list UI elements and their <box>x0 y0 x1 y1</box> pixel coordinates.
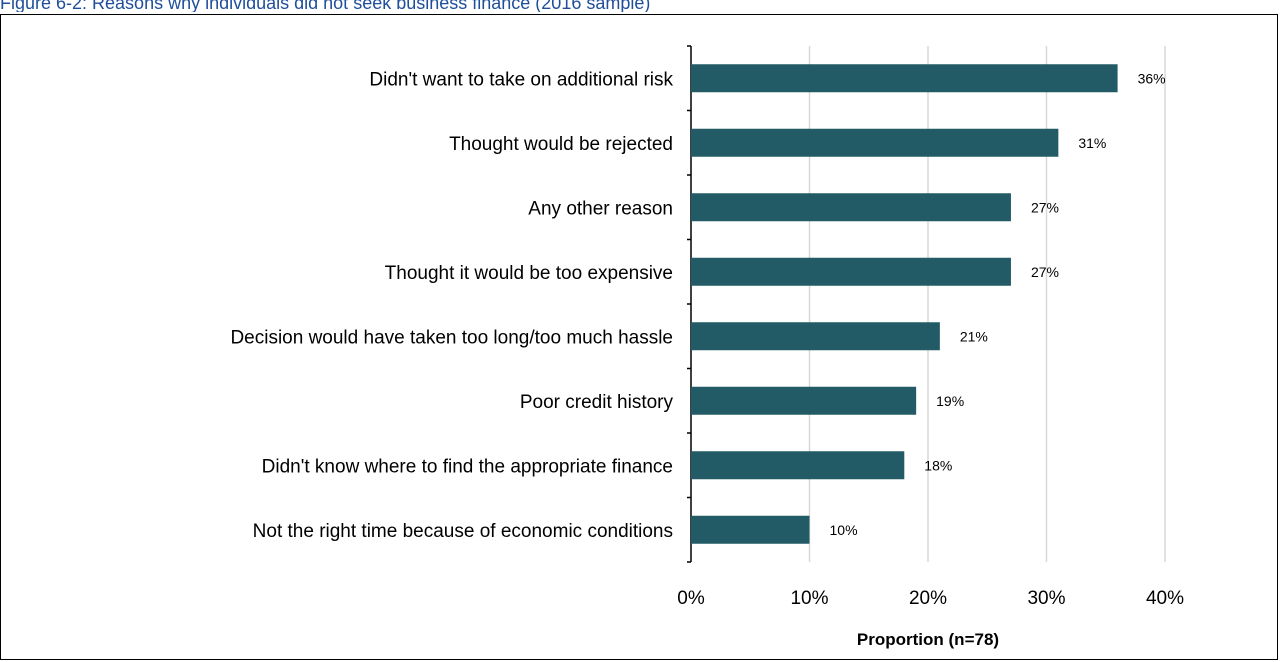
bar <box>691 193 1011 222</box>
figure-caption: Figure 6-2: Reasons why individuals did … <box>0 0 651 12</box>
category-label: Didn't want to take on additional risk <box>369 69 673 90</box>
category-label: Thought it would be too expensive <box>385 263 673 284</box>
bar <box>691 515 810 544</box>
bar <box>691 386 917 415</box>
bar <box>691 128 1059 157</box>
data-label: 27% <box>1031 199 1059 215</box>
chart-frame: 36% Didn't want to take on additional ris… <box>0 14 1278 660</box>
bar <box>691 64 1118 93</box>
x-tick-label: 10% <box>790 588 828 609</box>
category-label: Not the right time because of economic c… <box>253 521 673 542</box>
data-label: 10% <box>830 522 858 538</box>
bar-chart: 36% Didn't want to take on additional ris… <box>230 45 1184 649</box>
data-label: 19% <box>936 393 964 409</box>
x-tick-label: 40% <box>1146 588 1184 609</box>
data-label: 21% <box>960 328 988 344</box>
category-label: Poor credit history <box>520 392 674 413</box>
bar <box>691 451 905 480</box>
bar <box>691 322 940 351</box>
category-label: Thought would be rejected <box>449 134 673 155</box>
x-axis-title: Proportion (n=78) <box>857 630 999 649</box>
x-tick-label: 20% <box>909 588 947 609</box>
data-label: 36% <box>1138 70 1166 86</box>
bar <box>691 257 1011 286</box>
x-tick-label: 30% <box>1027 588 1065 609</box>
category-label: Didn't know where to find the appropriat… <box>262 456 673 477</box>
x-tick-label: 0% <box>677 588 705 609</box>
data-label: 31% <box>1078 135 1106 151</box>
data-label: 18% <box>924 457 952 473</box>
category-label: Any other reason <box>528 198 673 219</box>
data-label: 27% <box>1031 264 1059 280</box>
category-label: Decision would have taken too long/too m… <box>230 327 673 348</box>
